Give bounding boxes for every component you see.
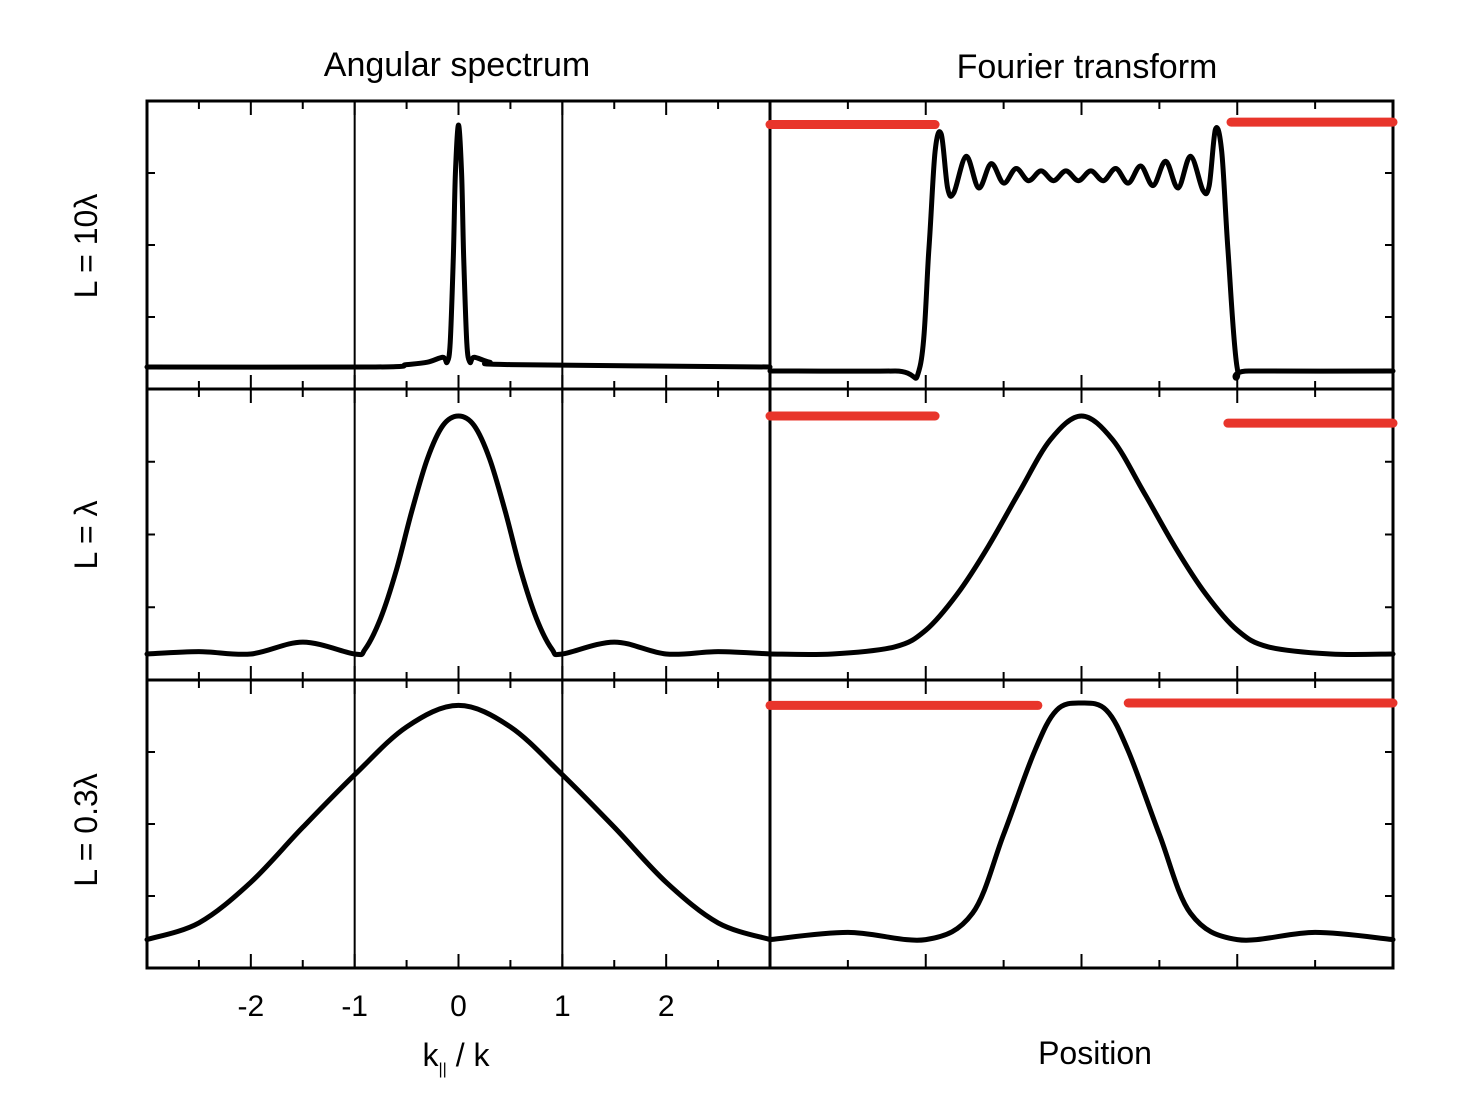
x-axis-label-rest: / k xyxy=(447,1037,491,1073)
curve-angular-spectrum-L1 xyxy=(147,416,770,655)
curve-fourier-transform-L1 xyxy=(770,416,1393,655)
curve-angular-spectrum-L03 xyxy=(147,705,770,939)
row-label-L03: L = 0.3λ xyxy=(68,773,104,887)
x-axis-label-k: k xyxy=(423,1037,440,1073)
x-tick-label: 2 xyxy=(658,990,675,1023)
x-tick-label: -2 xyxy=(237,990,264,1023)
row-label-L1: L = λ xyxy=(68,500,104,569)
x-tick-label: 1 xyxy=(554,990,571,1023)
panel-frames xyxy=(147,101,1393,968)
reference-lines xyxy=(355,101,563,968)
angular-spectrum-title: Angular spectrum xyxy=(324,46,590,84)
x-axis-label-left: k|| / k xyxy=(423,1037,491,1078)
row-label-L10: L = 10λ xyxy=(68,194,104,299)
curve-fourier-transform-L10 xyxy=(770,128,1393,379)
x-axis-label-right: Position xyxy=(1038,1035,1152,1071)
x-axis-label-sub: || xyxy=(439,1061,447,1078)
x-tick-label: 0 xyxy=(450,990,467,1023)
fourier-transform-title: Fourier transform xyxy=(957,48,1218,86)
curve-angular-spectrum-L10 xyxy=(147,125,770,367)
x-tick-label: -1 xyxy=(341,990,368,1023)
x-tick-labels: -2 -1 0 1 2 xyxy=(237,990,674,1023)
curve-fourier-transform-L03 xyxy=(770,703,1393,940)
